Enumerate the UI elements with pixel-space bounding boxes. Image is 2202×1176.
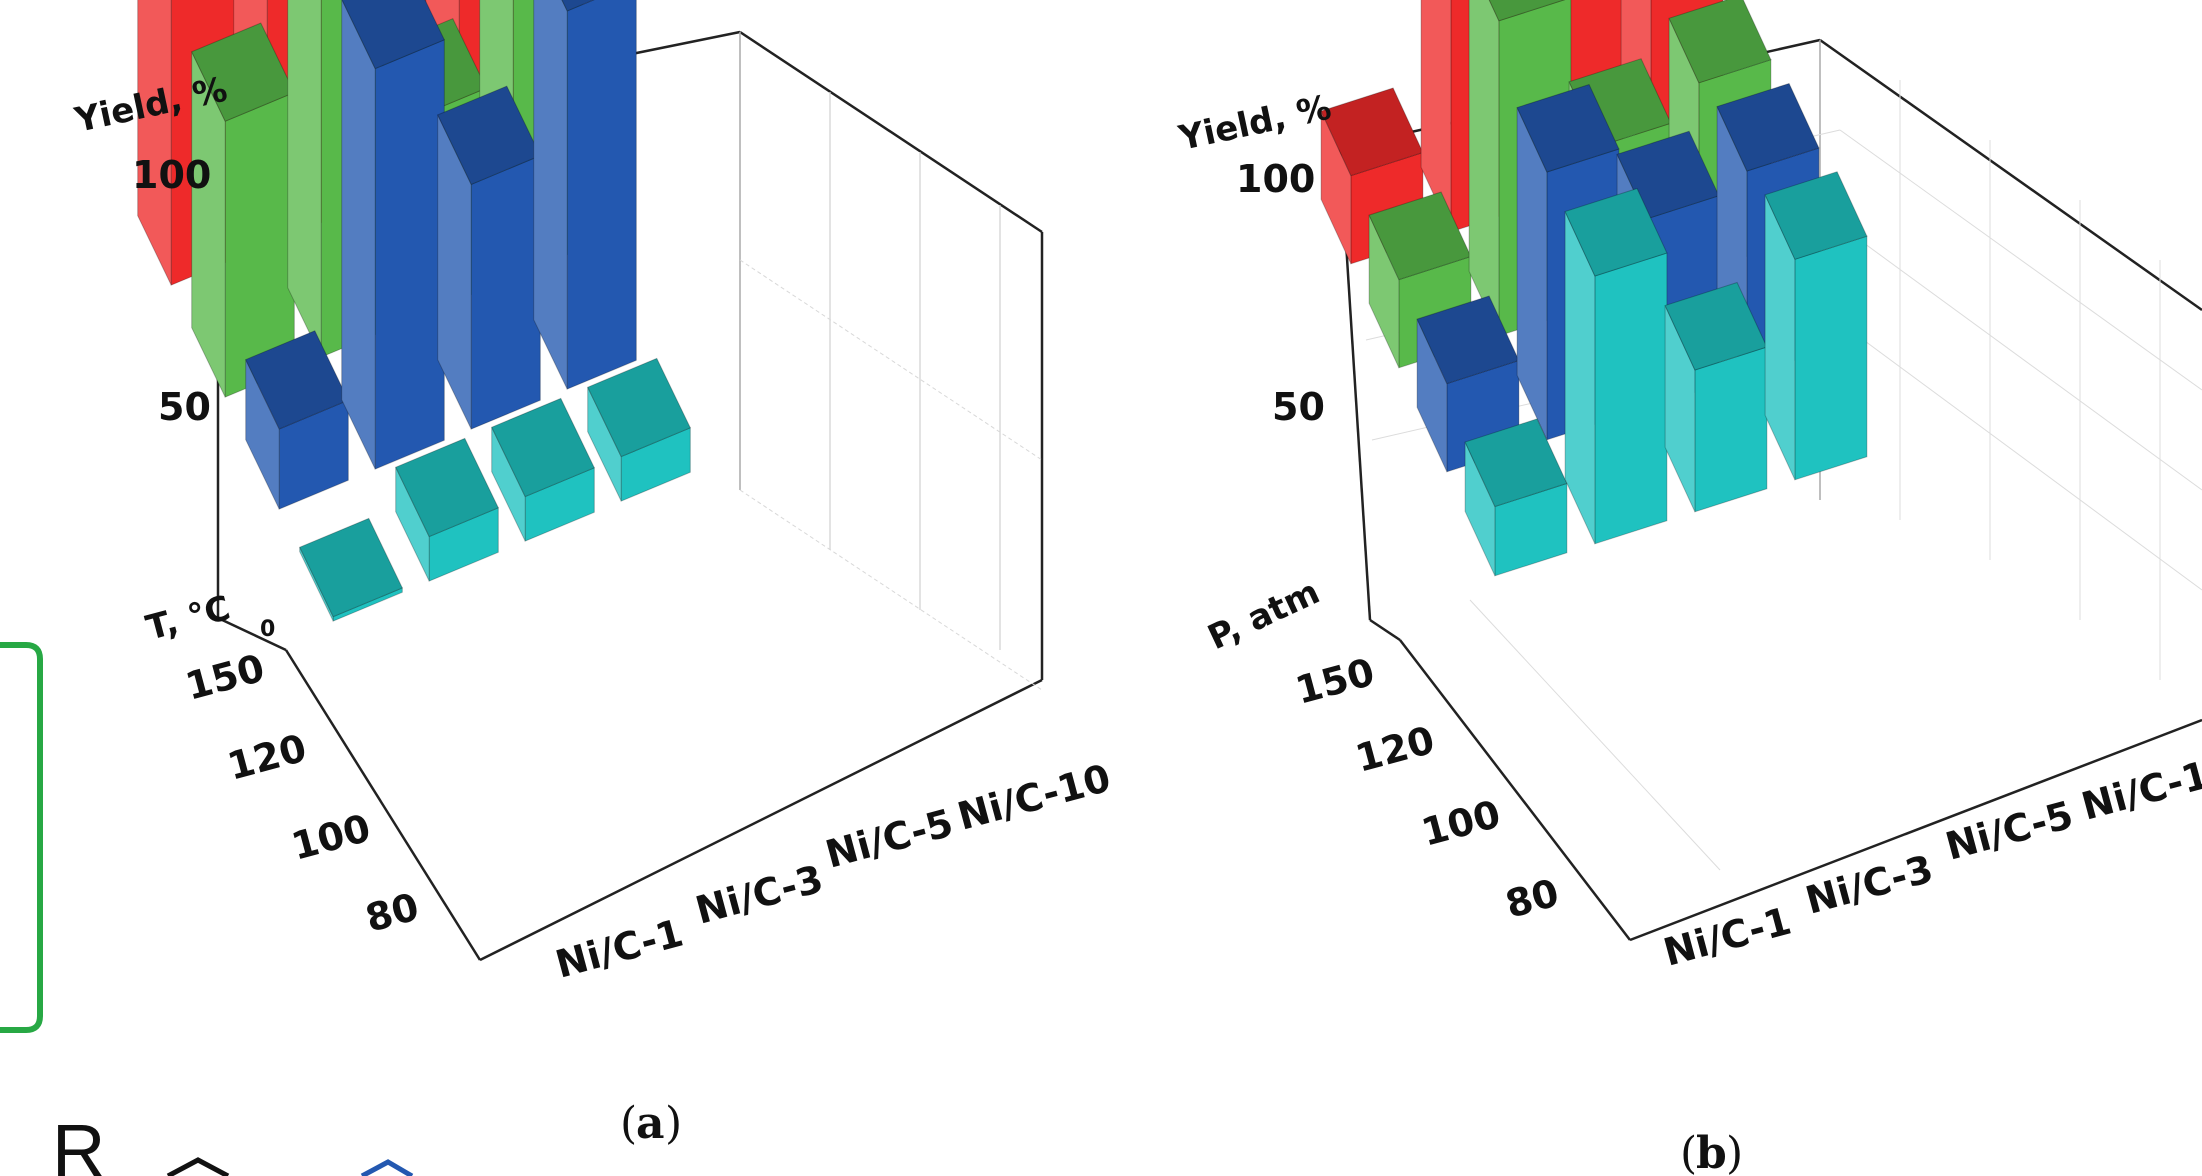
bar-a-80-ni-c-5-14 [491, 397, 595, 542]
chart-panel-b: Yield, % 100 50 P, atm 150 120 100 80 Ni… [1175, 0, 2202, 1176]
panel-b-z-axis-label: Yield, % [1175, 88, 1335, 159]
bar-b-80-ni-c-1-12 [1464, 418, 1568, 577]
panel-a-z-tick-100: 100 [132, 153, 211, 197]
bar-front-face [1594, 252, 1668, 545]
panel-b-bars [1320, 0, 1868, 577]
bar-a-80-ni-c-1-12 [299, 517, 403, 622]
scheme-box-outline [0, 642, 43, 1033]
bar-top-face [1564, 187, 1668, 277]
panel-a-x-tick-ni-c-5: Ni/C-5 [821, 801, 958, 877]
bar-top-face [1616, 130, 1720, 220]
panel-a-caption-letter: a [636, 1098, 665, 1149]
panel-a-caption-close: ) [665, 1098, 682, 1149]
panel-a-caption-open: ( [620, 1098, 637, 1149]
panel-a-z-tick-0: 0 [260, 617, 275, 642]
bar-top-face [1488, 0, 1566, 22]
bar-top-face [395, 437, 499, 538]
reaction-scheme-fragment: R [0, 642, 414, 1176]
bar-top-face [561, 0, 595, 12]
panel-b-x-tick-ni-c-5: Ni/C-5 [1941, 793, 2078, 869]
bar-a-100-ni-c-5-10 [437, 85, 541, 430]
bar-a-80-ni-c-3-13 [395, 437, 499, 582]
bar-top-face [437, 85, 541, 186]
panel-b-y-axis-label: P, atm [1202, 572, 1326, 658]
panel-b-caption: ( b ) [1680, 1128, 1743, 1176]
bar-a-80-ni-c-10-15 [587, 357, 691, 502]
panel-a-y-tick-80: 80 [361, 885, 423, 941]
panel-a-caption: ( a ) [620, 1098, 682, 1149]
bar-front-face [1694, 346, 1768, 513]
bar-top-face [587, 357, 691, 458]
panel-a-y-tick-150: 150 [181, 646, 269, 709]
bar-top-face [491, 397, 595, 498]
panel-a-x-tick-ni-c-10: Ni/C-10 [953, 756, 1115, 839]
bar-top-face [1320, 87, 1424, 177]
bar-top-face [191, 22, 295, 122]
bar-top-face [1668, 0, 1772, 84]
bar-b-80-ni-c-3-13 [1564, 187, 1668, 545]
panel-b-y-tick-100: 100 [1417, 792, 1505, 855]
bar-a-100-ni-c-3-9 [341, 0, 445, 470]
panel-b-caption-close: ) [1726, 1128, 1743, 1176]
panel-a-y-axis-label: T, °C [142, 588, 235, 649]
bar-b-80-ni-c-5-14 [1664, 281, 1768, 513]
bar-top-face [1664, 281, 1768, 371]
bar-front-face [566, 0, 637, 390]
panel-b-y-tick-150: 150 [1291, 650, 1379, 713]
bar-side-face [533, 0, 568, 390]
bar-a-120-ni-c-1-4 [191, 22, 295, 398]
bar-top-face [1516, 83, 1620, 173]
panel-b-y-tick-120: 120 [1351, 718, 1439, 781]
bar-top-face [1464, 418, 1568, 508]
panel-b-caption-letter: b [1696, 1128, 1727, 1176]
panel-b-x-tick-ni-c-3: Ni/C-3 [1801, 847, 1938, 923]
panel-b-x-tick-ni-c-1-partial: Ni/C-1 [2077, 753, 2202, 829]
panel-a-bars [137, 0, 691, 622]
panel-a-x-tick-ni-c-3: Ni/C-3 [691, 857, 828, 933]
panel-b-x-tick-ni-c-1: Ni/C-1 [1659, 899, 1796, 975]
panel-a-z-tick-50: 50 [158, 385, 211, 429]
panel-a-x-tick-ni-c-1: Ni/C-1 [551, 911, 688, 987]
bar-front-face [470, 154, 541, 430]
bar-top-face [245, 330, 349, 430]
bar-top-face [299, 517, 403, 618]
bar-side-face [137, 0, 172, 286]
panel-b-z-tick-50: 50 [1272, 385, 1325, 429]
bar-top-face [1764, 171, 1868, 260]
panel-b-z-tick-100: 100 [1236, 157, 1315, 201]
panel-a-y-tick-120: 120 [223, 726, 311, 789]
scheme-ring-fragment-2 [360, 1159, 414, 1176]
bar-top-face [1416, 295, 1520, 385]
bar-top-face [341, 0, 445, 70]
scheme-ring-fragment-1 [166, 1157, 230, 1176]
scheme-r-label: R [52, 1109, 105, 1176]
bar-front-face [374, 39, 445, 470]
bar-top-face [1716, 82, 1820, 172]
bar-side-face [341, 0, 376, 470]
bar-b-80-ni-c-1-15 [1764, 171, 1868, 481]
bar-a-100-ni-c-10-11 [533, 0, 637, 390]
bar-a-100-ni-c-1-8 [245, 330, 349, 510]
panel-b-y-tick-80: 80 [1501, 871, 1563, 927]
chart-panel-a: Yield, % 100 50 0 T, °C 150 120 100 80 N… [71, 0, 1115, 1149]
bar-front-face [1794, 235, 1868, 481]
bar-top-face [1368, 191, 1472, 281]
bar-side-face [1468, 0, 1500, 337]
panel-a-y-tick-100: 100 [287, 806, 375, 869]
panel-b-caption-open: ( [1680, 1128, 1697, 1176]
